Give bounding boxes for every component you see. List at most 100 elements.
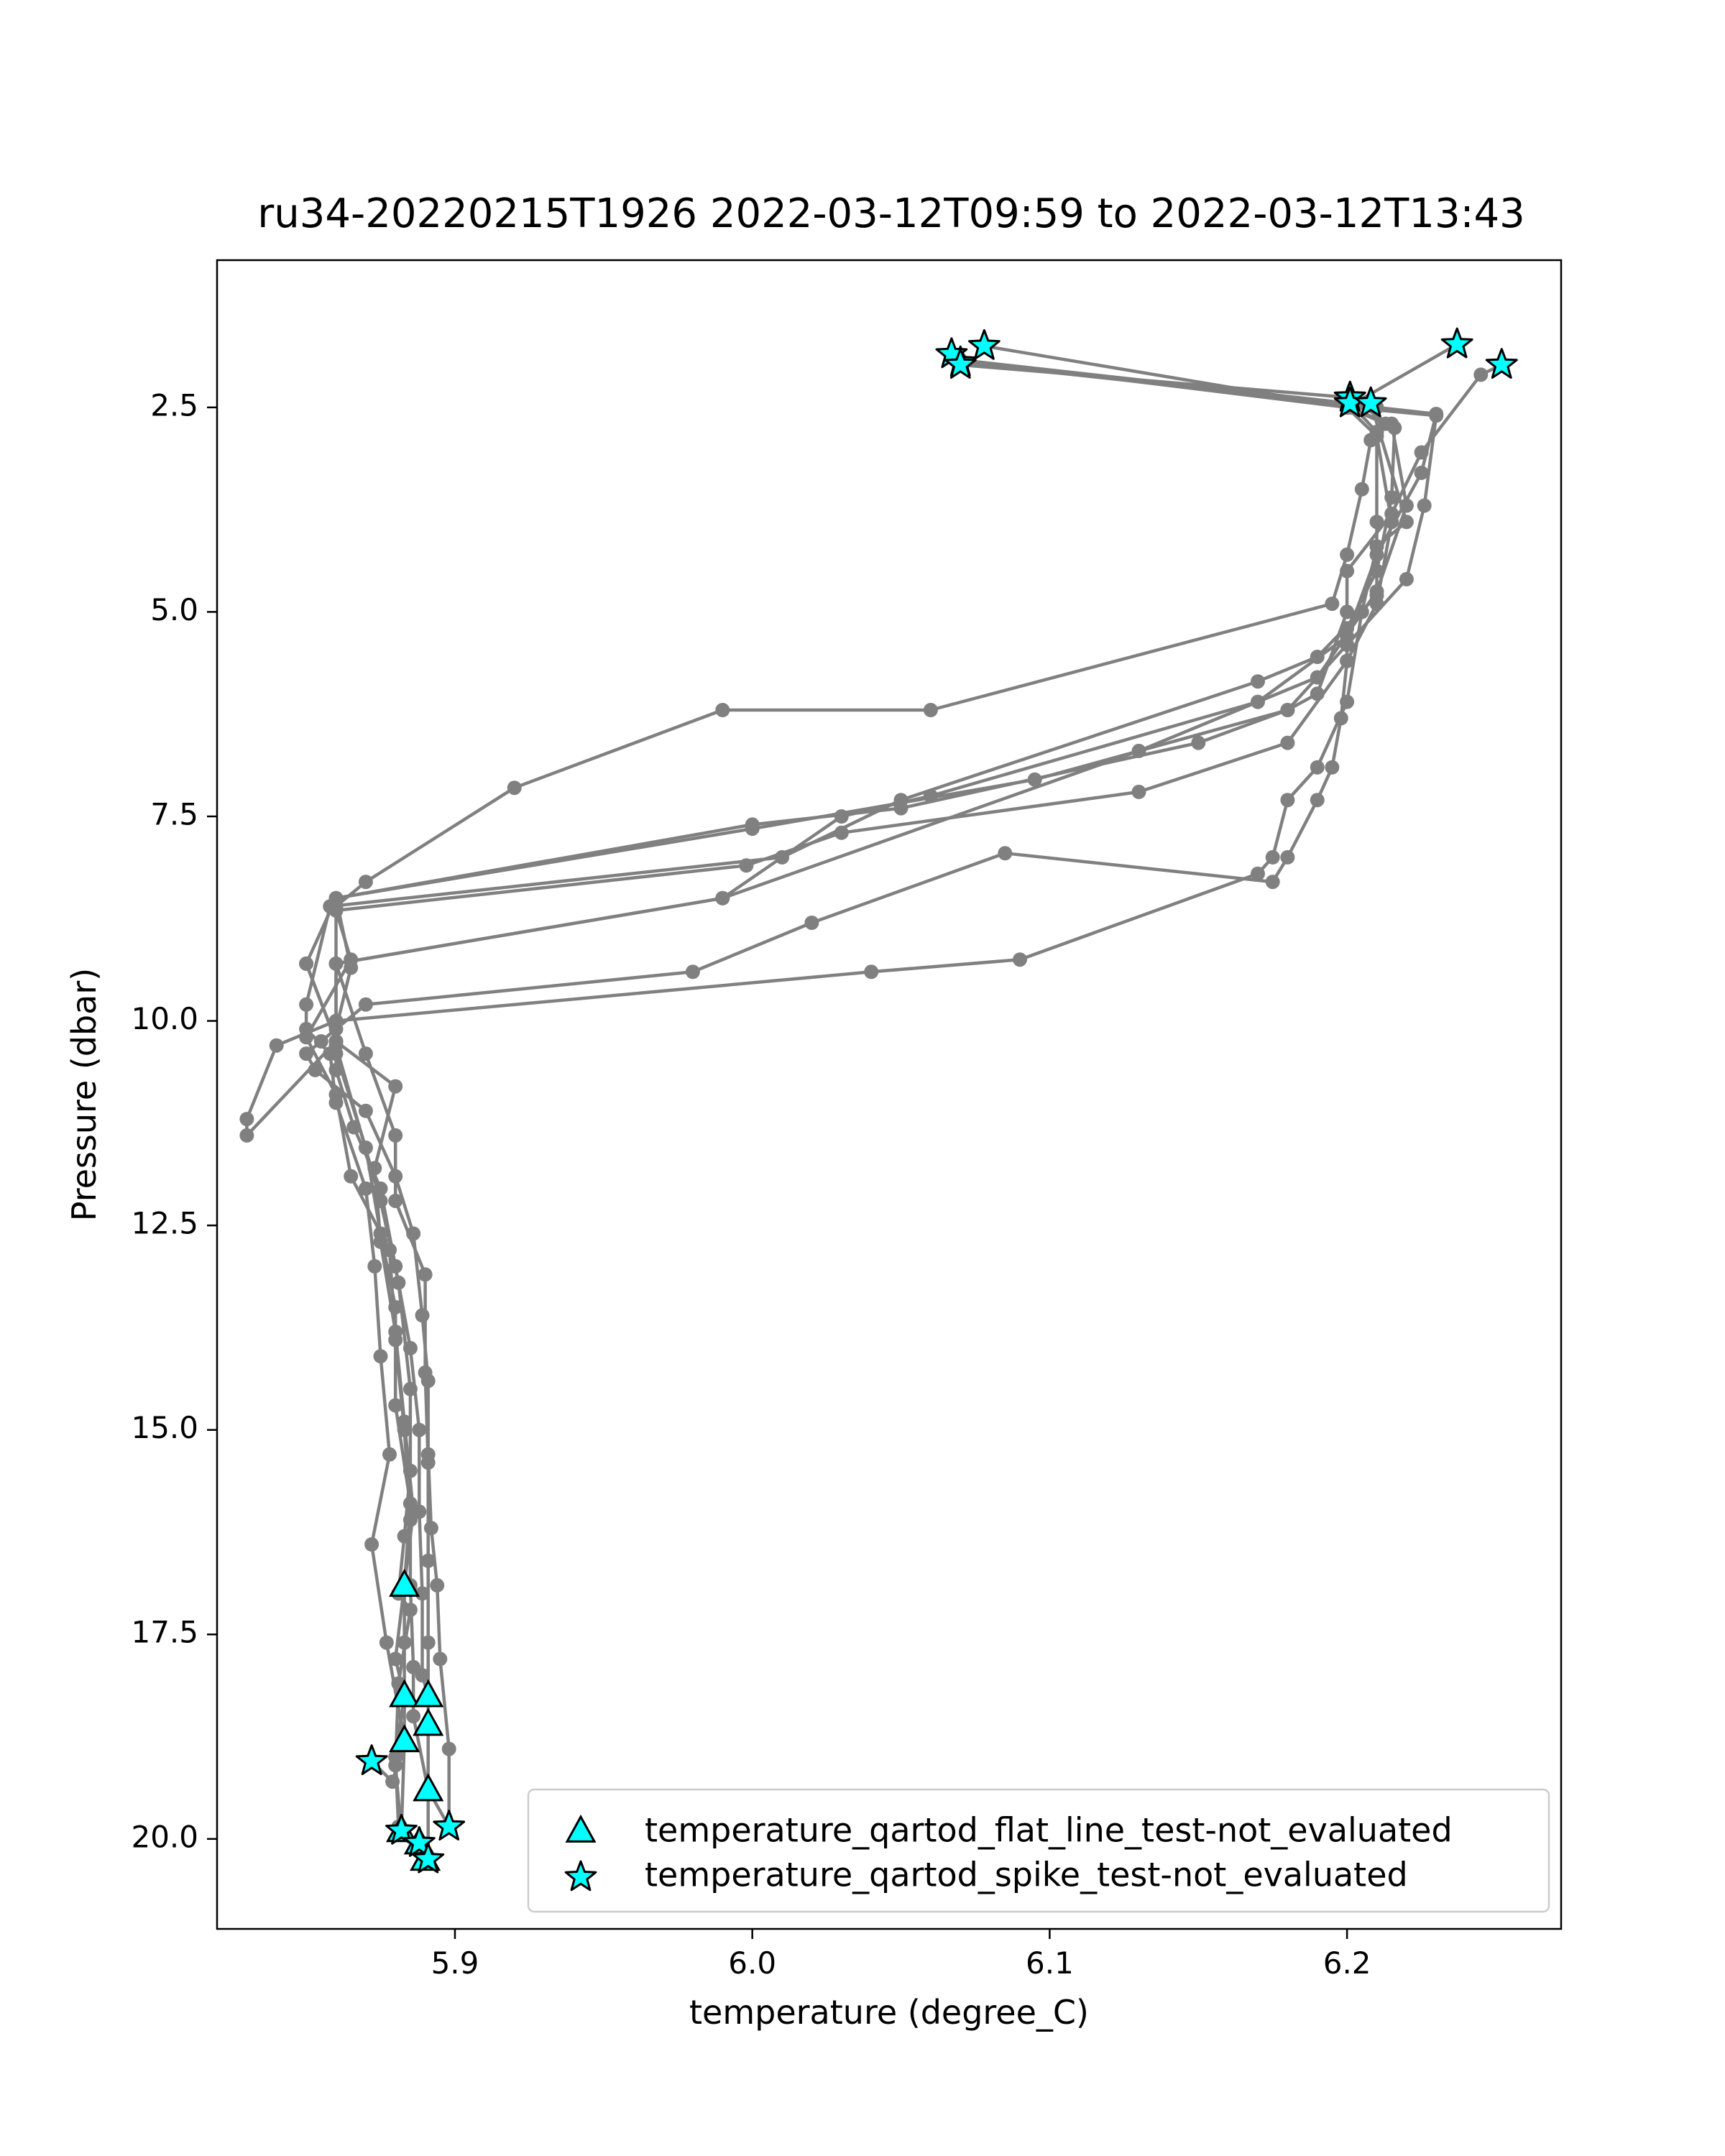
flag-marker-triangle bbox=[413, 1708, 444, 1736]
data-point bbox=[388, 1758, 403, 1773]
data-point bbox=[373, 1194, 388, 1208]
data-point bbox=[402, 1381, 418, 1396]
data-point bbox=[358, 1181, 373, 1196]
y-axis-label: Pressure (dbar) bbox=[65, 968, 104, 1221]
data-point bbox=[328, 1038, 344, 1053]
legend: temperature_qartod_flat_line_test-not_ev… bbox=[527, 1788, 1550, 1913]
legend-label-spike: temperature_qartod_spike_test-not_evalua… bbox=[645, 1856, 1408, 1894]
series-8 bbox=[239, 396, 1414, 1143]
flag-marker-star bbox=[1354, 386, 1387, 418]
flag-marker-star bbox=[412, 1842, 445, 1874]
legend-triangle-icon bbox=[565, 1814, 597, 1843]
x-tick-label: 6.2 bbox=[1323, 1945, 1371, 1981]
data-point bbox=[1325, 760, 1340, 775]
data-point bbox=[328, 899, 344, 914]
y-tick-label: 7.5 bbox=[150, 797, 198, 832]
data-point bbox=[864, 964, 879, 980]
series-line bbox=[334, 361, 1438, 1828]
data-point bbox=[269, 1038, 284, 1053]
data-point bbox=[382, 1447, 397, 1462]
data-point bbox=[1310, 793, 1325, 808]
data-point bbox=[804, 916, 819, 930]
data-point bbox=[388, 1651, 403, 1667]
data-point bbox=[358, 1046, 373, 1061]
series-line bbox=[304, 363, 1397, 1827]
data-point bbox=[1310, 650, 1325, 664]
data-point bbox=[1340, 547, 1355, 562]
data-point bbox=[415, 1586, 430, 1601]
data-point bbox=[893, 801, 908, 816]
flag-marker-star bbox=[1440, 327, 1473, 359]
data-point bbox=[423, 1521, 438, 1536]
y-tick-label: 20.0 bbox=[131, 1819, 198, 1854]
data-point bbox=[367, 1259, 382, 1273]
data-point bbox=[388, 1398, 403, 1413]
plot-frame bbox=[216, 259, 1563, 1930]
chart-title: ru34-20220215T1926 2022-03-12T09:59 to 2… bbox=[257, 190, 1524, 237]
data-point bbox=[344, 1169, 359, 1184]
data-point bbox=[998, 846, 1013, 861]
data-point bbox=[1354, 604, 1369, 619]
data-point bbox=[685, 964, 700, 980]
data-point bbox=[1325, 596, 1340, 612]
data-point bbox=[397, 1529, 412, 1544]
legend-box bbox=[527, 1788, 1550, 1913]
data-point bbox=[715, 890, 730, 906]
data-point bbox=[1378, 416, 1393, 431]
data-point bbox=[299, 956, 314, 971]
flag-marker-star bbox=[402, 1826, 436, 1857]
data-point bbox=[358, 875, 373, 890]
data-point bbox=[1265, 849, 1280, 865]
data-point bbox=[388, 1194, 403, 1208]
data-point bbox=[1251, 674, 1265, 689]
data-point bbox=[358, 997, 373, 1012]
data-point bbox=[1414, 445, 1429, 460]
data-point bbox=[299, 1046, 314, 1061]
data-point bbox=[1280, 793, 1295, 808]
data-point bbox=[388, 1332, 403, 1348]
legend-label-flat-line: temperature_qartod_flat_line_test-not_ev… bbox=[645, 1811, 1453, 1850]
data-point bbox=[1265, 875, 1280, 890]
data-point bbox=[923, 703, 938, 717]
data-point bbox=[739, 858, 754, 873]
flag-layer bbox=[355, 327, 1518, 1874]
data-point bbox=[1251, 866, 1265, 881]
data-point bbox=[415, 1308, 430, 1323]
flag-marker-triangle bbox=[389, 1568, 420, 1597]
data-point bbox=[1473, 367, 1489, 382]
flag-marker-star bbox=[968, 329, 1000, 360]
data-point bbox=[1369, 596, 1384, 612]
flag-marker-triangle bbox=[389, 1724, 420, 1753]
data-point bbox=[344, 960, 359, 975]
data-point bbox=[239, 1112, 254, 1127]
flag-marker-triangle bbox=[413, 1679, 444, 1708]
series-7 bbox=[299, 357, 1402, 1834]
flag-marker-star bbox=[944, 348, 977, 379]
flag-marker-star bbox=[433, 1810, 466, 1841]
data-point bbox=[1340, 653, 1355, 668]
data-point bbox=[1340, 694, 1355, 709]
data-point bbox=[1399, 571, 1414, 586]
series-line bbox=[334, 363, 1503, 1697]
data-point bbox=[328, 1062, 344, 1077]
data-point bbox=[1013, 952, 1027, 967]
x-axis-label: temperature (degree_C) bbox=[689, 1993, 1089, 2032]
y-tick-label: 5.0 bbox=[150, 592, 198, 627]
data-point bbox=[1340, 604, 1355, 619]
series-line bbox=[334, 405, 1388, 1835]
data-point bbox=[1340, 621, 1355, 636]
data-point bbox=[1280, 735, 1295, 750]
data-point bbox=[433, 1651, 448, 1667]
data-point bbox=[299, 997, 314, 1012]
flag-marker-triangle bbox=[389, 1679, 420, 1708]
data-point bbox=[358, 1103, 373, 1118]
data-point bbox=[1414, 465, 1429, 480]
data-point bbox=[402, 1603, 418, 1618]
y-tick-label: 10.0 bbox=[131, 1001, 198, 1036]
data-point bbox=[745, 817, 760, 832]
flag-marker-star bbox=[385, 1813, 418, 1845]
data-point bbox=[1369, 539, 1384, 554]
y-axis: 2.5 5.0 7.5 10.0 12.5 15.0 17.5 20.0 bbox=[131, 387, 217, 1854]
flag-marker-triangle bbox=[413, 1773, 444, 1802]
data-point bbox=[507, 780, 522, 796]
